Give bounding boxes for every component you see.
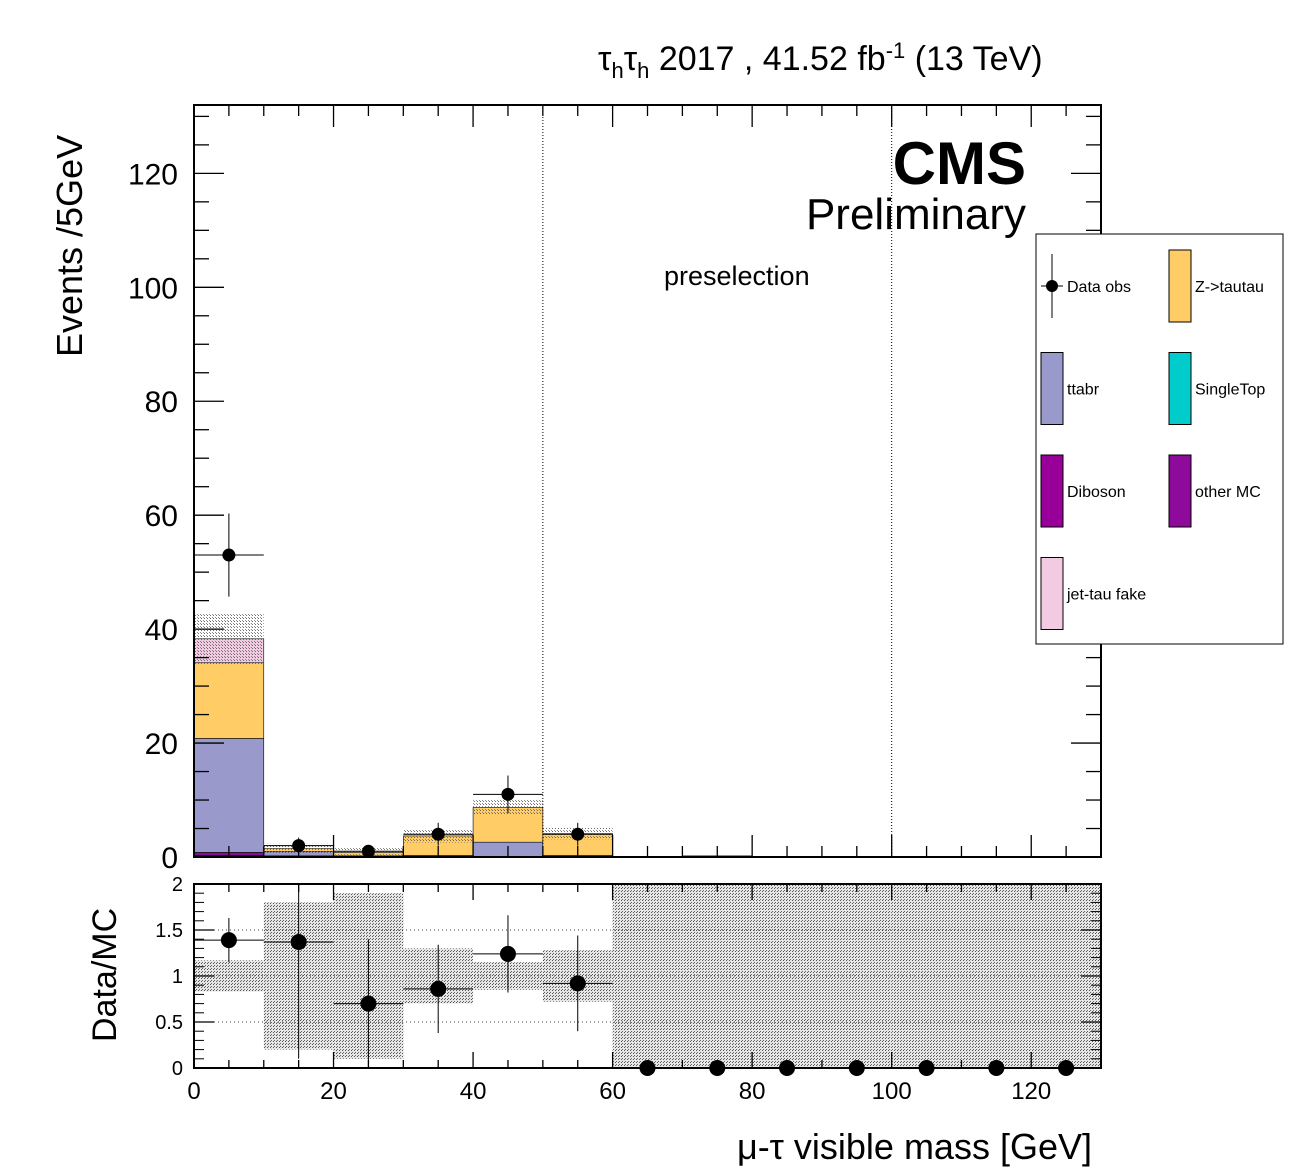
ratio-uncertainty-band: [682, 884, 753, 1068]
legend-label: Diboson: [1067, 484, 1126, 501]
channel-tau-2: τ: [623, 40, 638, 78]
y-tick-label: 60: [145, 500, 178, 533]
legend-swatch: [1168, 249, 1192, 323]
region-label: preselection: [664, 261, 810, 291]
legend-swatch: [1040, 454, 1064, 528]
legend-box: [1035, 233, 1284, 645]
legend: Data obs Z->tautau ttabr SingleTop Diboson ot…: [1035, 233, 1284, 645]
cms-label: CMS: [893, 130, 1026, 197]
x-axis-label: μ-τ visible mass [GeV]: [737, 1126, 1092, 1167]
y-tick-label: 40: [145, 614, 178, 647]
lumi-text: 2017 , 41.52 fb: [649, 40, 886, 78]
lumi-label: τhτh 2017 , 41.52 fb-1 (13 TeV): [598, 38, 1043, 84]
channel-sub-1: h: [611, 58, 624, 83]
ratio-point: [430, 980, 447, 997]
ratio-point: [220, 932, 237, 949]
legend-label: ttabr: [1067, 382, 1100, 399]
legend-swatch: [1168, 352, 1192, 425]
bar-z-tautau: [193, 662, 265, 739]
ratio-panel: 00.511.520 20 40 60 80 100 120: [155, 874, 1102, 1105]
text-layer: CMS Preliminary preselection Events /5Ge…: [49, 130, 1092, 1167]
legend-label: SingleTop: [1195, 382, 1265, 399]
main-y-axis-label: Events /5GeV: [49, 135, 90, 357]
legend-data-marker: [1046, 280, 1058, 292]
ratio-point: [499, 945, 516, 962]
mc-uncertainty-band: [194, 613, 264, 665]
main-panel: 0 20 40 60 80 100 120: [128, 104, 1102, 875]
y-tick-label: 120: [128, 158, 178, 191]
legend-label: Data obs: [1067, 279, 1131, 296]
ratio-uncertainty-band: [612, 884, 683, 1068]
ratio-y-tick-label: 1: [172, 966, 183, 988]
ratio-point: [569, 975, 586, 992]
ratio-point: [290, 933, 307, 950]
ratio-y-tick-label: 0: [172, 1058, 183, 1080]
legend-swatch: [1040, 352, 1064, 425]
bar-ttabr: [193, 738, 265, 853]
data-point: [431, 827, 445, 841]
y-tick-label: 80: [145, 386, 178, 419]
ratio-y-tick-label: 1.5: [155, 920, 183, 942]
x-tick-label: 80: [739, 1078, 766, 1105]
ratio-y-axis-label: Data/MC: [86, 908, 124, 1042]
legend-label: Z->tautau: [1195, 279, 1264, 296]
ratio-point: [360, 995, 377, 1012]
y-tick-label: 0: [161, 842, 178, 875]
data-point: [222, 548, 236, 562]
legend-label: other MC: [1195, 484, 1261, 501]
lumi-exponent: -1: [885, 38, 906, 63]
channel-sub-2: h: [637, 58, 650, 83]
channel-tau-1: τ: [598, 40, 612, 78]
main-plot-area: [194, 105, 1101, 857]
y-tick-label: 20: [145, 728, 178, 761]
x-tick-label: 120: [1011, 1078, 1051, 1105]
energy-text: (13 TeV): [905, 40, 1043, 78]
legend-label: jet-tau fake: [1066, 587, 1146, 604]
data-point: [571, 827, 585, 841]
preliminary-label: Preliminary: [806, 190, 1026, 239]
ratio-y-tick-label: 2: [172, 874, 183, 896]
x-tick-label: 0: [187, 1078, 200, 1105]
y-tick-label: 100: [128, 272, 178, 305]
x-tick-label: 20: [320, 1078, 347, 1105]
x-tick-label: 60: [599, 1078, 626, 1105]
ratio-uncertainty-band: [961, 884, 1032, 1068]
ratio-uncertainty-band: [821, 884, 892, 1068]
legend-swatch: [1040, 557, 1064, 630]
data-point: [501, 787, 515, 801]
ratio-y-tick-label: 0.5: [155, 1012, 183, 1034]
data-point: [292, 839, 306, 853]
x-tick-label: 100: [872, 1078, 912, 1105]
x-tick-label: 40: [460, 1078, 487, 1105]
legend-swatch: [1168, 454, 1192, 528]
